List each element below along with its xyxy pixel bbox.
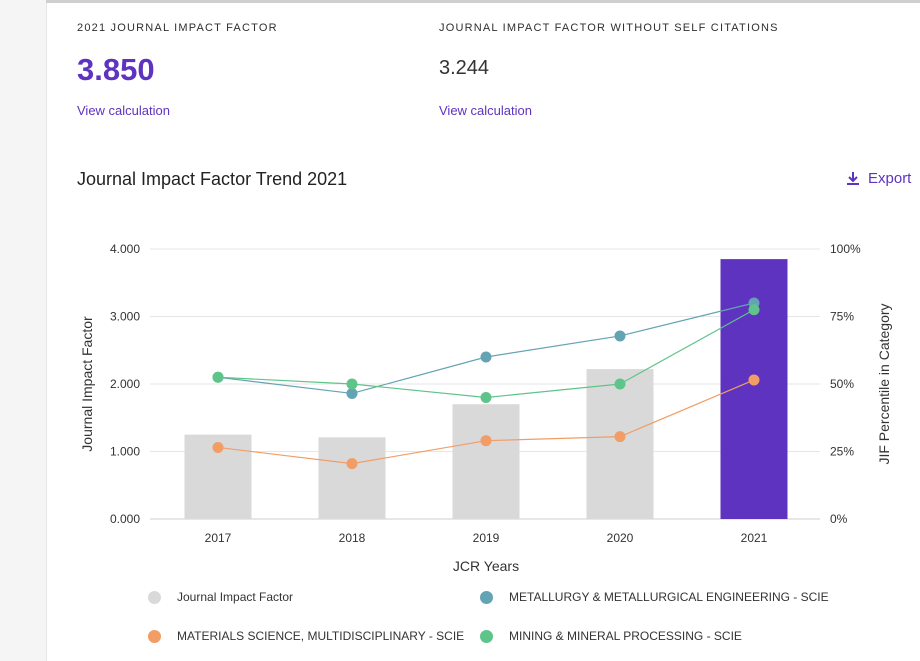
export-button[interactable]: Export	[847, 170, 911, 187]
jif-trend-chart: 0.000 1.000 2.000 3.000 4.000 0% 25% 50% 75% 100%…	[79, 242, 892, 574]
jif-no-self-label: JOURNAL IMPACT FACTOR WITHOUT SELF CITAT…	[439, 22, 779, 34]
legend-item-metallurgy[interactable]: METALLURGY & METALLURGICAL ENGINEERING -…	[480, 590, 829, 604]
legend-label-jif: Journal Impact Factor	[177, 590, 294, 604]
jif-value: 3.850	[77, 52, 155, 87]
y-tick-label-0: 0.000	[110, 512, 140, 526]
left-rail	[0, 0, 47, 661]
y-tick-label-3: 3.000	[110, 310, 140, 324]
point-materials-2020	[614, 431, 626, 443]
x-tick-label-2017: 2017	[205, 531, 232, 545]
legend-item-jif[interactable]: Journal Impact Factor	[148, 590, 293, 604]
point-mining-2021	[748, 304, 760, 316]
y2-axis-label: JIF Percentile in Category	[876, 303, 892, 464]
legend-swatch-jif	[148, 590, 161, 604]
y2-tick-label-1: 25%	[830, 445, 854, 459]
y-tick-label-4: 4.000	[110, 242, 140, 256]
top-divider	[46, 0, 920, 3]
legend-item-mining[interactable]: MINING & MINERAL PROCESSING - SCIE	[480, 629, 742, 643]
point-materials-2017	[212, 441, 224, 453]
bar-2020	[586, 369, 654, 519]
point-mining-2018	[346, 378, 358, 390]
point-mining-2019	[480, 392, 492, 403]
legend-label-metallurgy: METALLURGY & METALLURGICAL ENGINEERING -…	[509, 590, 829, 604]
y2-tick-label-2: 50%	[830, 377, 854, 391]
y-tick-label-1: 1.000	[110, 445, 140, 459]
y2-tick-label-4: 100%	[830, 242, 861, 256]
jif-label: 2021 JOURNAL IMPACT FACTOR	[77, 22, 278, 34]
point-metallurgy-2019	[480, 351, 492, 363]
legend-label-materials: MATERIALS SCIENCE, MULTIDISCIPLINARY - S…	[177, 629, 465, 643]
point-metallurgy-2020	[614, 330, 626, 342]
jif-no-self-view-calculation-link[interactable]: View calculation	[439, 103, 532, 118]
legend-swatch-mining	[480, 629, 493, 643]
export-label: Export	[868, 170, 912, 187]
download-icon	[847, 171, 859, 185]
x-tick-label-2018: 2018	[339, 531, 366, 545]
legend-swatch-metallurgy	[480, 590, 493, 604]
x-tick-label-2021: 2021	[741, 531, 768, 545]
x-tick-label-2020: 2020	[607, 531, 634, 545]
point-mining-2017	[212, 371, 224, 383]
point-materials-2019	[480, 435, 492, 447]
chart-title: Journal Impact Factor Trend 2021	[77, 169, 348, 189]
y2-tick-label-0: 0%	[830, 512, 848, 526]
point-materials-2021	[748, 374, 760, 386]
y2-tick-label-3: 75%	[830, 310, 854, 324]
bar-2018	[318, 437, 386, 519]
x-tick-label-2019: 2019	[473, 531, 500, 545]
legend-label-mining: MINING & MINERAL PROCESSING - SCIE	[509, 629, 742, 643]
y-tick-label-2: 2.000	[110, 377, 140, 391]
y-axis-label: Journal Impact Factor	[79, 316, 95, 452]
bar-2019	[452, 404, 520, 519]
point-materials-2018	[346, 458, 358, 470]
x-axis-label: JCR Years	[453, 558, 519, 574]
legend-swatch-materials	[148, 629, 161, 643]
legend-item-materials[interactable]: MATERIALS SCIENCE, MULTIDISCIPLINARY - S…	[148, 629, 464, 643]
jif-view-calculation-link[interactable]: View calculation	[77, 103, 170, 118]
point-mining-2020	[614, 378, 626, 390]
point-metallurgy-2018	[346, 387, 358, 399]
jif-no-self-value: 3.244	[439, 57, 490, 79]
